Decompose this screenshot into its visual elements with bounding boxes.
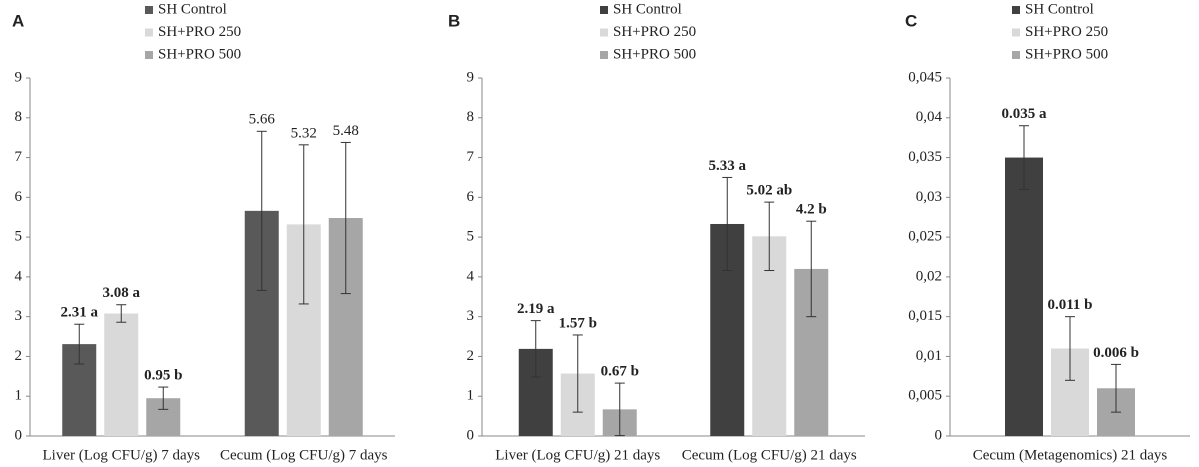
panel-label: B xyxy=(448,11,460,30)
y-tick-label: 8 xyxy=(467,109,475,125)
y-tick-label: 2 xyxy=(15,348,23,364)
y-tick-label: 0,03 xyxy=(916,189,942,205)
y-tick-label: 0,04 xyxy=(916,109,943,125)
y-tick-label: 1 xyxy=(15,388,23,404)
y-tick-label: 9 xyxy=(15,69,23,85)
y-tick-label: 0,025 xyxy=(908,229,942,245)
legend-label: SH+PRO 250 xyxy=(158,24,241,40)
legend-swatch xyxy=(145,28,153,37)
y-tick-label: 0 xyxy=(15,427,23,443)
legend-swatch xyxy=(1012,28,1020,37)
y-tick-label: 0,035 xyxy=(908,149,942,165)
y-tick-label: 0 xyxy=(467,427,475,443)
y-tick-label: 4 xyxy=(467,268,475,284)
legend-label: SH Control xyxy=(1025,1,1094,17)
y-tick-label: 0,015 xyxy=(908,308,942,324)
y-tick-label: 3 xyxy=(467,308,475,324)
y-tick-label: 8 xyxy=(15,109,23,125)
x-tick-label: Liver (Log CFU/g) 7 days xyxy=(43,447,201,463)
legend-swatch xyxy=(145,51,153,59)
y-tick-label: 5 xyxy=(15,229,23,245)
legend-label: SH+PRO 250 xyxy=(613,24,696,40)
y-tick-label: 0 xyxy=(935,427,943,443)
legend-label: SH Control xyxy=(158,1,227,17)
y-tick-label: 7 xyxy=(15,149,23,165)
panel-label: A xyxy=(12,11,24,30)
value-label: 0.67 b xyxy=(601,364,639,380)
value-label: 2.31 a xyxy=(61,305,99,321)
legend-swatch xyxy=(600,28,608,37)
legend-swatch xyxy=(1012,6,1020,14)
y-tick-label: 0,01 xyxy=(916,348,942,364)
y-tick-label: 5 xyxy=(467,229,475,245)
bar xyxy=(1005,157,1043,437)
y-tick-label: 0,045 xyxy=(908,69,942,85)
value-label: 2.19 a xyxy=(517,301,555,317)
y-tick-label: 2 xyxy=(467,348,475,364)
x-tick-label: Cecum (Log CFU/g) 21 days xyxy=(682,447,857,463)
y-tick-label: 0,02 xyxy=(916,268,942,284)
x-tick-label: Liver (Log CFU/g) 21 days xyxy=(495,447,660,463)
value-label: 0.011 b xyxy=(1047,297,1092,313)
y-tick-label: 0,005 xyxy=(908,388,942,404)
value-label: 4.2 b xyxy=(796,202,827,218)
legend-swatch xyxy=(600,51,608,59)
x-tick-label: Cecum (Log CFU/g) 7 days xyxy=(220,447,388,463)
value-label: 5.48 xyxy=(333,123,359,139)
value-label: 5.02 ab xyxy=(746,183,792,199)
y-tick-label: 6 xyxy=(15,189,23,205)
y-tick-label: 6 xyxy=(467,189,475,205)
y-tick-label: 4 xyxy=(15,268,23,284)
legend-label: SH Control xyxy=(613,1,682,17)
legend-label: SH+PRO 250 xyxy=(1025,24,1108,40)
legend-label: SH+PRO 500 xyxy=(158,46,241,62)
value-label: 0.006 b xyxy=(1093,345,1139,361)
value-label: 5.66 xyxy=(249,112,276,128)
legend-swatch xyxy=(600,6,608,14)
value-label: 3.08 a xyxy=(103,285,141,301)
y-tick-label: 7 xyxy=(467,149,475,165)
y-tick-label: 1 xyxy=(467,388,475,404)
bar xyxy=(104,313,139,436)
value-label: 1.57 b xyxy=(559,315,597,331)
value-label: 5.33 a xyxy=(709,158,747,174)
legend-label: SH+PRO 500 xyxy=(613,46,696,62)
legend-swatch xyxy=(145,6,153,14)
y-tick-label: 3 xyxy=(15,308,23,324)
legend-label: SH+PRO 500 xyxy=(1025,46,1108,62)
legend-swatch xyxy=(1012,51,1020,59)
value-label: 0.95 b xyxy=(144,368,182,384)
x-tick-label: Cecum (Metagenomics) 21 days xyxy=(973,447,1168,463)
value-label: 5.32 xyxy=(291,125,317,141)
value-label: 0.035 a xyxy=(1002,106,1048,122)
y-tick-label: 9 xyxy=(467,69,475,85)
panel-label: C xyxy=(905,11,917,30)
